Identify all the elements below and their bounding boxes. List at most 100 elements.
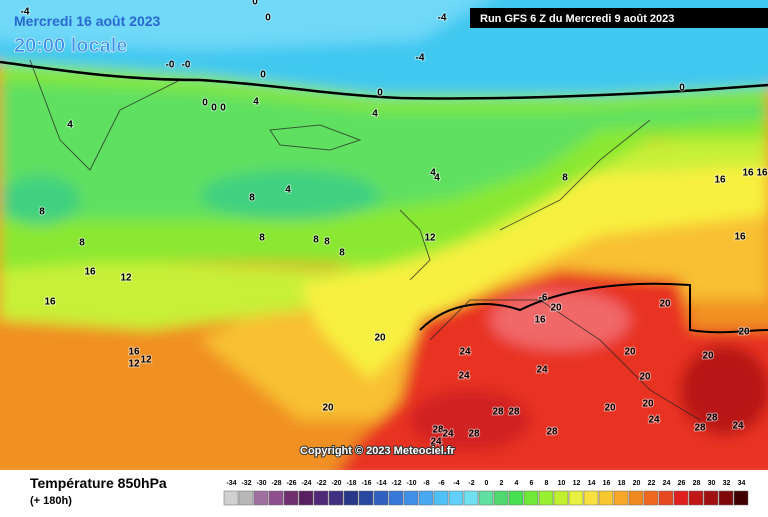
contour-label: -6 (539, 293, 548, 304)
contour-label: -4 (21, 7, 30, 18)
footer-title: Température 850hPa (30, 475, 167, 491)
lead-time: (+ 180h) (30, 495, 72, 507)
scale-label: 24 (663, 480, 671, 487)
contour-label: 20 (639, 372, 651, 383)
contour-label: 24 (442, 429, 454, 440)
scale-swatch (493, 490, 509, 506)
local-time: 20:00 locale (14, 35, 127, 57)
scale-swatch (583, 490, 599, 506)
scale-label: 6 (530, 480, 534, 487)
contour-label: -0 (182, 60, 191, 71)
scale-label: -24 (301, 480, 311, 487)
contour-label: 20 (702, 351, 714, 362)
scale-swatch (628, 490, 644, 506)
scale-label: -20 (331, 480, 341, 487)
contour-label: 24 (459, 347, 471, 358)
scale-swatch (463, 490, 479, 506)
contour-label: 8 (79, 238, 85, 249)
scale-label: -18 (346, 480, 356, 487)
contour-label: 24 (732, 421, 744, 432)
scale-swatch (343, 490, 359, 506)
scale-swatch (643, 490, 659, 506)
contour-label: 4 (67, 120, 73, 131)
contour-label: 0 (260, 70, 266, 81)
contour-label: 16 (734, 232, 746, 243)
zero-contour (0, 60, 768, 100)
contour-label: 0 (252, 0, 258, 8)
scale-swatch (433, 490, 449, 506)
scale-label: 26 (678, 480, 686, 487)
run-info: Run GFS 6 Z du Mercredi 9 août 2023 (480, 13, 674, 25)
contour-label: 4 (434, 173, 440, 184)
scale-swatch (328, 490, 344, 506)
scale-label: -34 (226, 480, 236, 487)
contour-label: 28 (546, 427, 558, 438)
contour-label: 20 (604, 403, 616, 414)
contour-label: 28 (432, 425, 444, 436)
scale-swatch (733, 490, 749, 506)
scale-label: 10 (558, 480, 566, 487)
contour-label: 16 (84, 267, 96, 278)
contour-label: 28 (468, 429, 480, 440)
scale-swatch (418, 490, 434, 506)
scale-swatch (673, 490, 689, 506)
scale-swatch (253, 490, 269, 506)
contour-label: 0 (202, 98, 208, 109)
scale-swatch (508, 490, 524, 506)
scale-label: -22 (316, 480, 326, 487)
scale-label: -30 (256, 480, 266, 487)
contour-label: 8 (39, 207, 45, 218)
contour-label: 8 (249, 193, 255, 204)
run-box (470, 8, 768, 28)
contour-label: 4 (253, 97, 259, 108)
scale-swatch (388, 490, 404, 506)
contour-label: 16 (534, 315, 546, 326)
contour-label: -4 (416, 53, 425, 64)
scale-swatch (658, 490, 674, 506)
scale-swatch (403, 490, 419, 506)
contour-label: 4 (372, 109, 378, 120)
contour-label: 24 (648, 415, 660, 426)
scale-label: 32 (723, 480, 731, 487)
scale-swatch (478, 490, 494, 506)
scale-label: 16 (603, 480, 611, 487)
contour-label: 20 (374, 333, 386, 344)
scale-swatch (688, 490, 704, 506)
scale-swatch (553, 490, 569, 506)
contour-label: 12 (128, 359, 140, 370)
scale-swatch (298, 490, 314, 506)
scale-swatch (568, 490, 584, 506)
contour-label: 24 (458, 371, 470, 382)
contour-label: 0 (211, 103, 217, 114)
scale-swatch (238, 490, 254, 506)
contour-label: 0 (679, 83, 685, 94)
scale-swatch (703, 490, 719, 506)
contour-label: 16 (44, 297, 56, 308)
scale-label: -16 (361, 480, 371, 487)
contour-label: 20 (642, 399, 654, 410)
scale-label: 18 (618, 480, 626, 487)
scale-label: 34 (738, 480, 746, 487)
contour-label: 8 (324, 237, 330, 248)
contour-label: 0 (377, 88, 383, 99)
scale-label: 28 (693, 480, 701, 487)
scale-label: 2 (500, 480, 504, 487)
contour-label: 28 (508, 407, 520, 418)
scale-label: 20 (633, 480, 641, 487)
scale-label: 30 (708, 480, 716, 487)
contour-label: 20 (322, 403, 334, 414)
scale-label: -6 (438, 480, 444, 487)
scale-label: -28 (271, 480, 281, 487)
scale-label: 4 (515, 480, 519, 487)
scale-label: -32 (241, 480, 251, 487)
scale-swatch (223, 490, 239, 506)
contour-label: 8 (562, 173, 568, 184)
scale-label: -2 (468, 480, 474, 487)
contour-label: 20 (550, 303, 562, 314)
contour-label: -4 (438, 13, 447, 24)
scale-label: -10 (406, 480, 416, 487)
contour-label: 12 (140, 355, 152, 366)
contour-label: 20 (738, 327, 750, 338)
